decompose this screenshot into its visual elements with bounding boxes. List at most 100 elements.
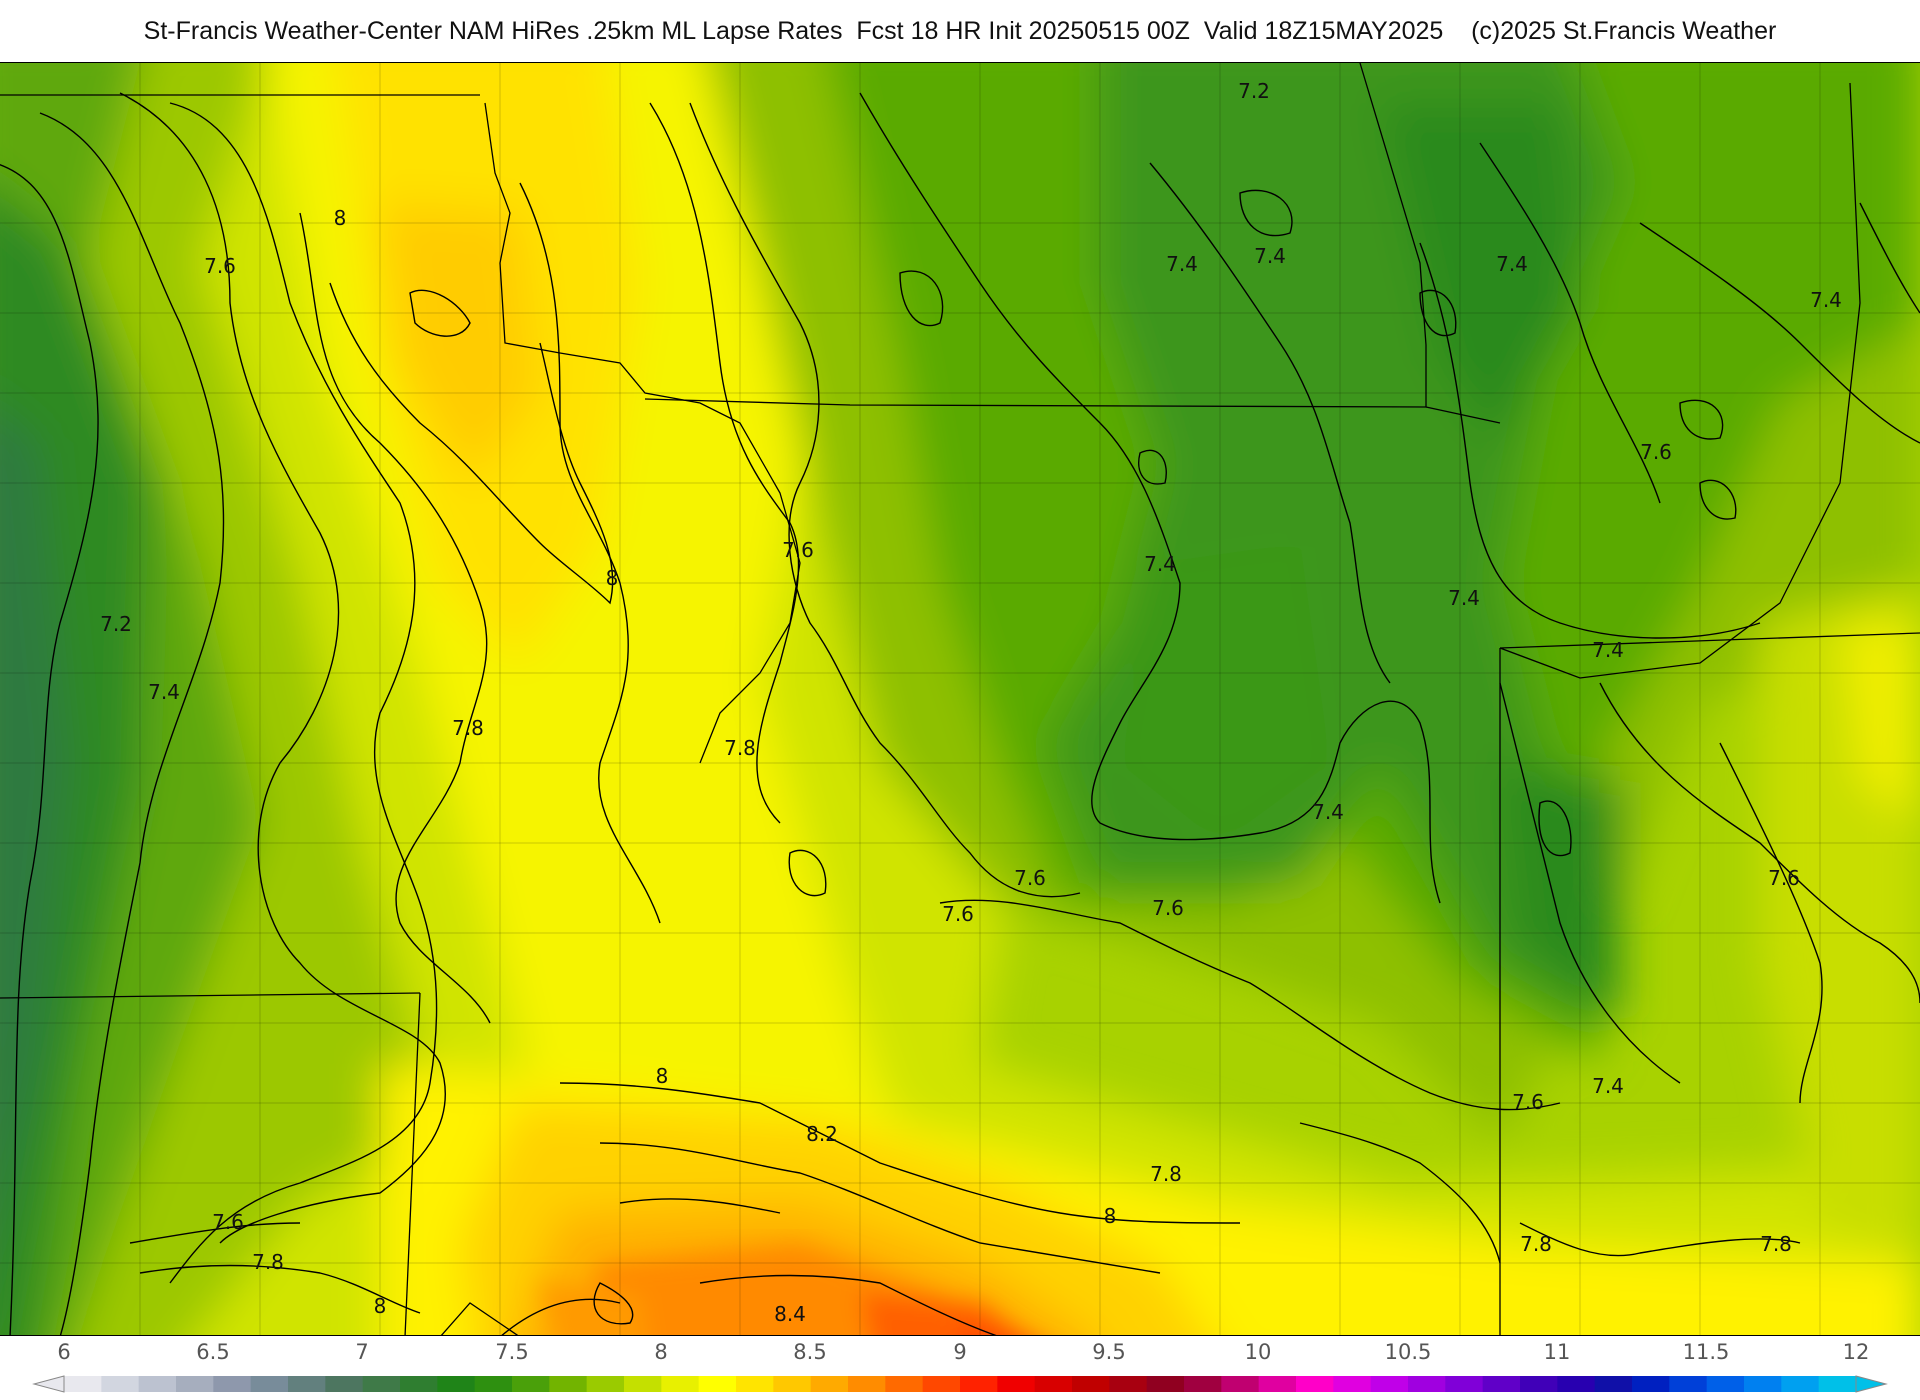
colorbar-high-arrow bbox=[1855, 1375, 1888, 1393]
state-borders bbox=[0, 63, 1920, 1335]
colorbar-tick-label: 6 bbox=[57, 1340, 71, 1364]
colorbar-tick-label: 9 bbox=[953, 1340, 967, 1364]
colorbar-cell bbox=[1296, 1376, 1334, 1392]
colorbar-tick-label: 7 bbox=[355, 1340, 369, 1364]
colorbar-cell bbox=[213, 1376, 252, 1392]
contour-label: 8 bbox=[656, 1064, 669, 1088]
colorbar-cell bbox=[810, 1376, 849, 1392]
colorbar-cell bbox=[885, 1376, 924, 1392]
colorbar-cell bbox=[1333, 1376, 1372, 1392]
contour-label: 7.6 bbox=[204, 254, 236, 278]
colorbar-cell bbox=[512, 1376, 550, 1392]
contour-label: 7.8 bbox=[724, 736, 756, 760]
colorbar-tick-label: 11 bbox=[1543, 1340, 1571, 1364]
colorbar bbox=[32, 1375, 1888, 1393]
colorbar-cell bbox=[176, 1376, 214, 1392]
colorbar-cell bbox=[1482, 1376, 1521, 1392]
colorbar-cell bbox=[101, 1376, 140, 1392]
contour-label: 7.4 bbox=[1496, 252, 1528, 276]
contour-label: 7.6 bbox=[942, 902, 974, 926]
contour-label: 7.4 bbox=[1144, 552, 1176, 576]
colorbar-cell bbox=[1632, 1376, 1670, 1392]
contour-label: 7.6 bbox=[1152, 896, 1184, 920]
colorbar-cell bbox=[362, 1376, 401, 1392]
contour-label: 7.6 bbox=[782, 538, 814, 562]
contour-label: 7.6 bbox=[1640, 440, 1672, 464]
colorbar-cell bbox=[437, 1376, 476, 1392]
colorbar-cell bbox=[1258, 1376, 1297, 1392]
contour-lines bbox=[0, 92, 1920, 1335]
contour-label: 7.4 bbox=[148, 680, 180, 704]
contour-label: 8 bbox=[1104, 1204, 1117, 1228]
colorbar-cell bbox=[64, 1376, 102, 1392]
colorbar-tick-label: 8 bbox=[654, 1340, 668, 1364]
colorbar-cell bbox=[250, 1376, 289, 1392]
colorbar-cell bbox=[474, 1376, 513, 1392]
contour-label: 7.8 bbox=[452, 716, 484, 740]
contour-label: 8 bbox=[374, 1294, 387, 1318]
contour-label: 7.4 bbox=[1254, 244, 1286, 268]
colorbar-tick-label: 7.5 bbox=[495, 1340, 529, 1364]
contour-label: 7.6 bbox=[1014, 866, 1046, 890]
contour-label: 7.4 bbox=[1312, 800, 1344, 824]
colorbar-tick-label: 10.5 bbox=[1384, 1340, 1432, 1364]
colorbar-cells bbox=[64, 1376, 1857, 1392]
colorbar-tick-label: 8.5 bbox=[793, 1340, 827, 1364]
colorbar-cell bbox=[1146, 1376, 1185, 1392]
chart-title: St-Francis Weather-Center NAM HiRes .25k… bbox=[143, 16, 1777, 45]
colorbar-cell bbox=[1445, 1376, 1484, 1392]
colorbar-cell bbox=[1669, 1376, 1708, 1392]
contour-label: 7.2 bbox=[1238, 79, 1270, 103]
lapse-rate-field-core bbox=[540, 1243, 1024, 1335]
colorbar-tick-labels: 6 6.5 7 7.5 8 8.5 9 9.5 10 10.5 11 11.5 … bbox=[0, 1340, 1920, 1372]
colorbar-cell bbox=[661, 1376, 700, 1392]
colorbar-cell bbox=[1221, 1376, 1260, 1392]
county-lines bbox=[0, 63, 1920, 1335]
contour-label: 8.2 bbox=[806, 1122, 838, 1146]
colorbar-low-arrow bbox=[32, 1375, 65, 1393]
colorbar-cell bbox=[1072, 1376, 1110, 1392]
colorbar-cell bbox=[1557, 1376, 1596, 1392]
contour-label: 7.2 bbox=[100, 612, 132, 636]
contour-label: 8.4 bbox=[774, 1302, 806, 1326]
contour-label: 7.4 bbox=[1448, 586, 1480, 610]
colorbar-cell bbox=[1109, 1376, 1148, 1392]
contour-label: 7.4 bbox=[1592, 638, 1624, 662]
colorbar-cell bbox=[1781, 1376, 1820, 1392]
colorbar-cell bbox=[1744, 1376, 1782, 1392]
colorbar-cell bbox=[1520, 1376, 1558, 1392]
colorbar-cell bbox=[549, 1376, 588, 1392]
contour-label: 8 bbox=[606, 566, 619, 590]
colorbar-cell bbox=[138, 1376, 177, 1392]
colorbar-cell bbox=[698, 1376, 737, 1392]
contour-label: 7.8 bbox=[252, 1250, 284, 1274]
colorbar-cell bbox=[1818, 1376, 1857, 1392]
contour-label: 7.4 bbox=[1592, 1074, 1624, 1098]
lapse-rate-map: 8 7.6 8 7.2 7.4 7.8 7.8 7.6 7.2 7.4 7.4 … bbox=[0, 63, 1920, 1335]
colorbar-cell bbox=[997, 1376, 1036, 1392]
colorbar-cell bbox=[325, 1376, 364, 1392]
colorbar-tick-label: 10 bbox=[1244, 1340, 1272, 1364]
colorbar-cell bbox=[288, 1376, 326, 1392]
map-area: 8 7.6 8 7.2 7.4 7.8 7.8 7.6 7.2 7.4 7.4 … bbox=[0, 62, 1920, 1336]
colorbar-cell bbox=[773, 1376, 812, 1392]
contour-label: 7.6 bbox=[1512, 1090, 1544, 1114]
contour-label: 7.4 bbox=[1166, 252, 1198, 276]
colorbar-cell bbox=[1370, 1376, 1409, 1392]
colorbar-tick-label: 12 bbox=[1842, 1340, 1870, 1364]
contour-label-group: 8 7.6 8 7.2 7.4 7.8 7.8 7.6 7.2 7.4 7.4 … bbox=[100, 79, 1842, 1326]
colorbar-cell bbox=[736, 1376, 774, 1392]
colorbar-tick-label: 6.5 bbox=[196, 1340, 230, 1364]
contour-label: 7.8 bbox=[1520, 1232, 1552, 1256]
colorbar-cell bbox=[1034, 1376, 1073, 1392]
contour-label: 8 bbox=[334, 206, 347, 230]
colorbar-cell bbox=[400, 1376, 438, 1392]
colorbar-tick-label: 11.5 bbox=[1682, 1340, 1730, 1364]
colorbar-cell bbox=[586, 1376, 625, 1392]
colorbar-cell bbox=[1706, 1376, 1745, 1392]
contour-label: 7.6 bbox=[1768, 866, 1800, 890]
colorbar-cell bbox=[1408, 1376, 1446, 1392]
colorbar-cell bbox=[848, 1376, 886, 1392]
colorbar-cell bbox=[1594, 1376, 1633, 1392]
colorbar-cell bbox=[1184, 1376, 1222, 1392]
